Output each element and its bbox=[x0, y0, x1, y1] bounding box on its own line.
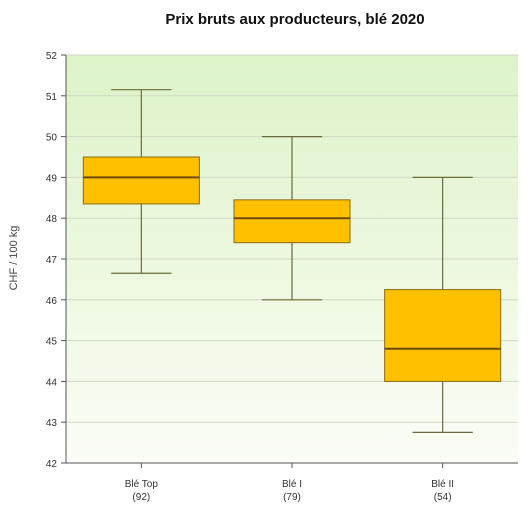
box bbox=[384, 289, 502, 382]
y-axis-label: CHF / 100 kg bbox=[8, 226, 20, 291]
y-tick-label: 47 bbox=[46, 255, 58, 266]
box-group: Blé Top (92) bbox=[82, 89, 200, 503]
x-tick-count: (92) bbox=[132, 492, 150, 503]
x-tick-label: Blé Top bbox=[125, 479, 159, 490]
y-tick-label: 46 bbox=[46, 296, 58, 307]
x-tick-label: Blé I bbox=[282, 479, 302, 490]
x-tick-count: (54) bbox=[434, 492, 452, 503]
y-tick-label: 48 bbox=[46, 214, 58, 225]
y-tick-label: 51 bbox=[46, 92, 58, 103]
y-tick-label: 50 bbox=[46, 133, 58, 144]
y-tick-label: 52 bbox=[46, 51, 58, 62]
y-tick-label: 42 bbox=[46, 459, 58, 470]
y-tick-label: 43 bbox=[46, 418, 58, 429]
box bbox=[82, 156, 200, 205]
y-tick-label: 49 bbox=[46, 173, 58, 184]
y-tick-label: 45 bbox=[46, 337, 58, 348]
box bbox=[233, 199, 351, 244]
box-group: Blé I (79) bbox=[233, 136, 351, 503]
x-tick-count: (79) bbox=[283, 492, 301, 503]
chart-title: Prix bruts aux producteurs, blé 2020 bbox=[165, 11, 424, 28]
x-tick-label: Blé II bbox=[431, 479, 454, 490]
box-group: Blé II (54) bbox=[384, 176, 502, 503]
y-tick-label: 44 bbox=[46, 377, 58, 388]
